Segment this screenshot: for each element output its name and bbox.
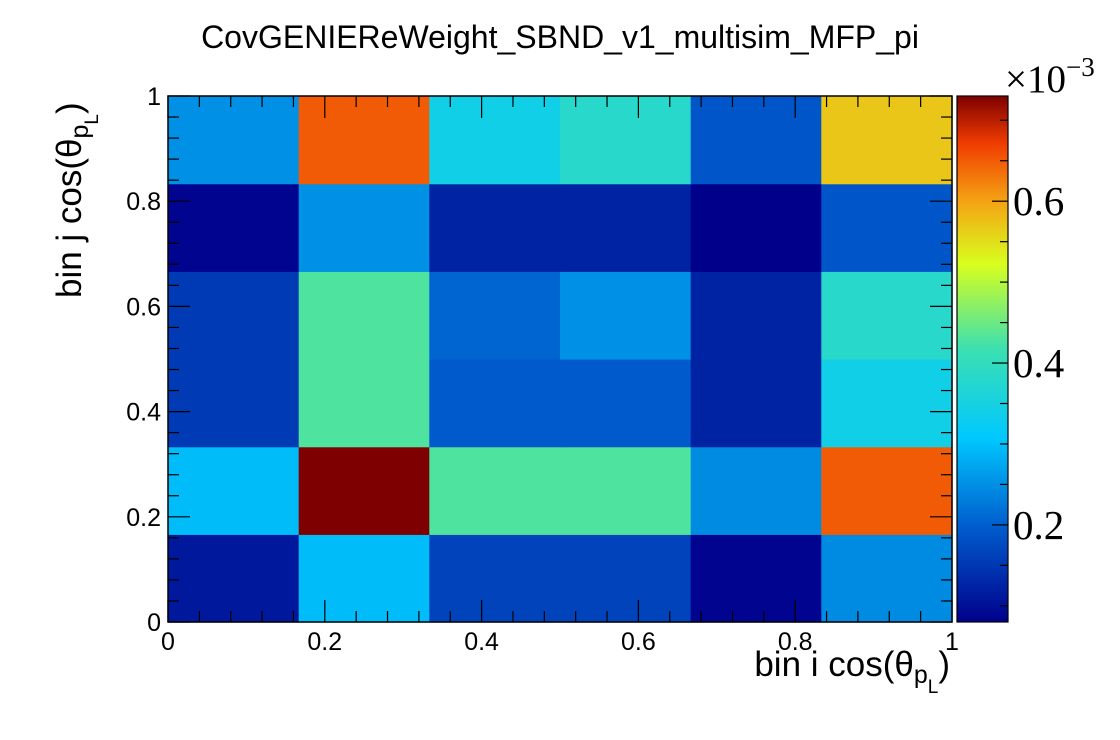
heatmap-cell <box>560 96 692 185</box>
colorbar-tick-label: 0.4 <box>1013 340 1064 386</box>
y-tick-label: 0 <box>147 609 161 637</box>
y-tick-label: 1 <box>147 83 161 111</box>
axis-ticks <box>167 95 953 623</box>
heatmap-cell <box>690 96 822 185</box>
x-tick-labels: 0 0.2 0.4 0.6 0.8 1 <box>161 628 959 656</box>
x-tick-label: 0 <box>161 628 175 656</box>
heatmap-cell <box>821 96 953 185</box>
heatmap-cell <box>560 359 692 448</box>
heatmap-cell <box>821 534 953 623</box>
heatmap-cell <box>298 183 430 272</box>
heatmap-cell <box>821 359 953 448</box>
x-tick-label: 1 <box>945 628 959 656</box>
heatmap-cell <box>298 446 430 535</box>
chart-title: CovGENIEReWeight_SBND_v1_multisim_MFP_pi <box>201 19 919 55</box>
colorbar: 0.2 0.4 0.6 ×10−3 <box>956 52 1095 623</box>
heatmap-cell <box>560 534 692 623</box>
heatmap-cell <box>168 359 300 448</box>
heatmap-cell <box>429 446 561 535</box>
y-tick-label: 0.8 <box>126 188 161 216</box>
heatmap-cell <box>168 183 300 272</box>
heatmap-cell <box>690 359 822 448</box>
heatmap-cell <box>429 534 561 623</box>
y-axis-label: bin j cos(θpL) <box>50 102 103 298</box>
x-tick-label: 0.4 <box>464 628 499 656</box>
y-tick-label: 0.6 <box>126 293 161 321</box>
colorbar-multiplier: ×10−3 <box>1005 52 1095 101</box>
heatmap-cell <box>560 271 692 360</box>
heatmap-cell <box>821 271 953 360</box>
heatmap-cell <box>690 271 822 360</box>
heatmap-cell <box>298 359 430 448</box>
heatmap-cell <box>690 534 822 623</box>
heatmap-cell <box>429 359 561 448</box>
heatmap-cell <box>168 271 300 360</box>
heatmap-cells <box>168 96 953 623</box>
heatmap-cell <box>429 183 561 272</box>
x-tick-label: 0.8 <box>778 628 813 656</box>
y-tick-label: 0.2 <box>126 504 161 532</box>
heatmap-cell <box>429 271 561 360</box>
y-tick-labels: 0 0.2 0.4 0.6 0.8 1 <box>126 83 161 637</box>
colorbar-tick-label: 0.6 <box>1013 178 1064 224</box>
heatmap-cell <box>429 96 561 185</box>
colorbar-gradient <box>956 95 1009 623</box>
heatmap-cell <box>298 271 430 360</box>
x-tick-label: 0.2 <box>307 628 342 656</box>
heatmap-cell <box>298 96 430 185</box>
colorbar-tick-label: 0.2 <box>1013 502 1064 548</box>
plot-frame <box>167 95 953 623</box>
y-tick-label: 0.4 <box>126 399 161 427</box>
x-tick-label: 0.6 <box>621 628 656 656</box>
heatmap-cell <box>168 446 300 535</box>
heatmap-cell <box>821 446 953 535</box>
x-axis-label: bin i cos(θpL) <box>754 645 950 698</box>
colorbar-ticks <box>992 119 1008 607</box>
heatmap-cell <box>690 183 822 272</box>
heatmap-cell <box>560 446 692 535</box>
heatmap-cell <box>298 534 430 623</box>
heatmap-cell <box>168 534 300 623</box>
heatmap-cell <box>821 183 953 272</box>
colorbar-tick-labels: 0.2 0.4 0.6 <box>1013 178 1064 548</box>
heatmap-cell <box>690 446 822 535</box>
heatmap-cell <box>168 96 300 185</box>
heatmap-cell <box>560 183 692 272</box>
